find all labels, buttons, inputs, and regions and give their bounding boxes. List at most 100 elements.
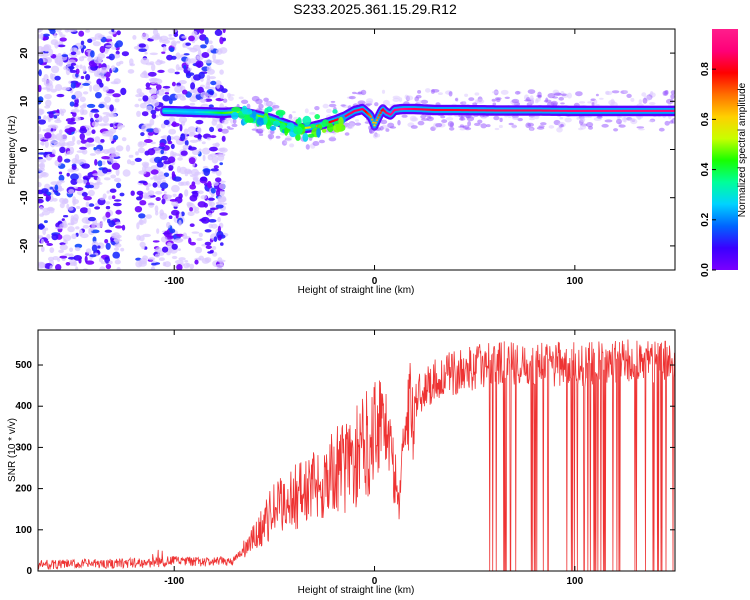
halo-blob	[376, 133, 381, 138]
noise-blob	[80, 139, 88, 144]
noise-blob	[145, 87, 152, 90]
halo-blob	[263, 97, 269, 102]
noise-blob	[41, 210, 50, 216]
noise-blob	[152, 29, 159, 36]
halo-blob	[567, 92, 572, 99]
noise-blob	[194, 55, 201, 60]
noise-blob	[94, 206, 101, 210]
noise-blob	[139, 257, 148, 265]
noise-blob	[189, 241, 196, 246]
halo-blob	[330, 135, 335, 138]
noise-blob	[195, 246, 203, 254]
halo-blob	[227, 92, 231, 98]
noise-blob	[171, 255, 178, 260]
noise-blob	[211, 156, 219, 164]
noise-blob	[189, 102, 196, 106]
noise-blob	[216, 48, 223, 55]
noise-blob	[75, 50, 81, 56]
noise-blob	[78, 257, 82, 264]
noise-blob	[115, 209, 122, 215]
noise-blob	[71, 165, 77, 171]
halo-blob	[670, 94, 675, 100]
halo-blob	[232, 118, 237, 124]
noise-blob	[115, 40, 124, 48]
noise-blob	[197, 127, 202, 134]
ridge-blob	[231, 111, 239, 120]
noise-blob	[186, 169, 193, 175]
noise-blob	[65, 118, 74, 123]
noise-blob	[75, 226, 80, 230]
noise-blob	[119, 192, 125, 197]
halo-blob	[666, 98, 674, 105]
noise-blob	[74, 246, 81, 252]
noise-blob	[183, 65, 187, 69]
noise-blob	[76, 150, 86, 154]
noise-blob	[204, 241, 212, 246]
noise-blob	[171, 243, 178, 250]
noise-blob	[184, 139, 189, 146]
noise-blob	[176, 233, 185, 237]
noise-blob	[111, 141, 115, 144]
noise-blob	[147, 148, 156, 156]
noise-blob	[212, 53, 217, 61]
noise-blob	[217, 128, 223, 133]
noise-blob	[175, 52, 181, 60]
halo-blob	[605, 90, 610, 95]
halo-blob	[500, 89, 509, 95]
noise-blob	[189, 139, 199, 143]
noise-blob	[109, 104, 114, 112]
noise-blob	[99, 266, 106, 270]
noise-blob	[139, 102, 147, 109]
noise-blob	[80, 108, 85, 116]
halo-blob	[328, 137, 337, 142]
noise-blob	[76, 139, 81, 145]
noise-blob	[55, 264, 62, 270]
noise-blob	[41, 188, 49, 194]
noise-blob	[101, 160, 106, 165]
noise-blob	[121, 51, 129, 57]
noise-blob	[222, 37, 226, 42]
halo-blob	[511, 98, 520, 104]
noise-blob	[199, 98, 207, 103]
noise-blob	[65, 262, 71, 266]
noise-blob	[81, 163, 90, 169]
noise-blob	[181, 35, 188, 39]
halo-blob	[398, 97, 403, 102]
noise-blob	[199, 44, 207, 49]
noise-blob	[40, 238, 45, 245]
noise-blob	[140, 57, 150, 65]
noise-blob	[104, 96, 111, 103]
halo-blob	[448, 91, 453, 97]
noise-blob	[189, 263, 195, 270]
noise-blob	[88, 203, 95, 207]
noise-blob	[111, 29, 115, 33]
ridge-blob	[241, 105, 248, 115]
noise-blob	[109, 147, 116, 154]
noise-blob	[138, 98, 142, 102]
noise-blob	[92, 84, 101, 92]
halo-blob	[556, 127, 563, 133]
noise-blob	[56, 93, 65, 98]
noise-blob	[54, 75, 61, 81]
halo-blob	[672, 119, 675, 124]
noise-blob	[152, 182, 158, 188]
noise-blob	[100, 139, 105, 143]
halo-blob	[268, 102, 276, 106]
noise-blob	[113, 107, 117, 112]
halo-blob	[554, 92, 563, 96]
noise-blob	[47, 117, 52, 123]
noise-blob	[94, 113, 100, 119]
spectrogram-y-axis-title: Frequency (Hz)	[7, 116, 18, 185]
noise-blob	[186, 262, 191, 267]
halo-blob	[354, 122, 362, 126]
noise-blob	[178, 80, 187, 85]
halo-blob	[561, 93, 567, 97]
noise-blob	[111, 195, 116, 200]
halo-blob	[292, 111, 296, 114]
halo-blob	[417, 120, 425, 126]
halo-blob	[529, 95, 534, 101]
halo-blob	[480, 123, 487, 129]
halo-blob	[529, 117, 535, 121]
noise-blob	[189, 223, 195, 227]
halo-blob	[649, 102, 656, 105]
